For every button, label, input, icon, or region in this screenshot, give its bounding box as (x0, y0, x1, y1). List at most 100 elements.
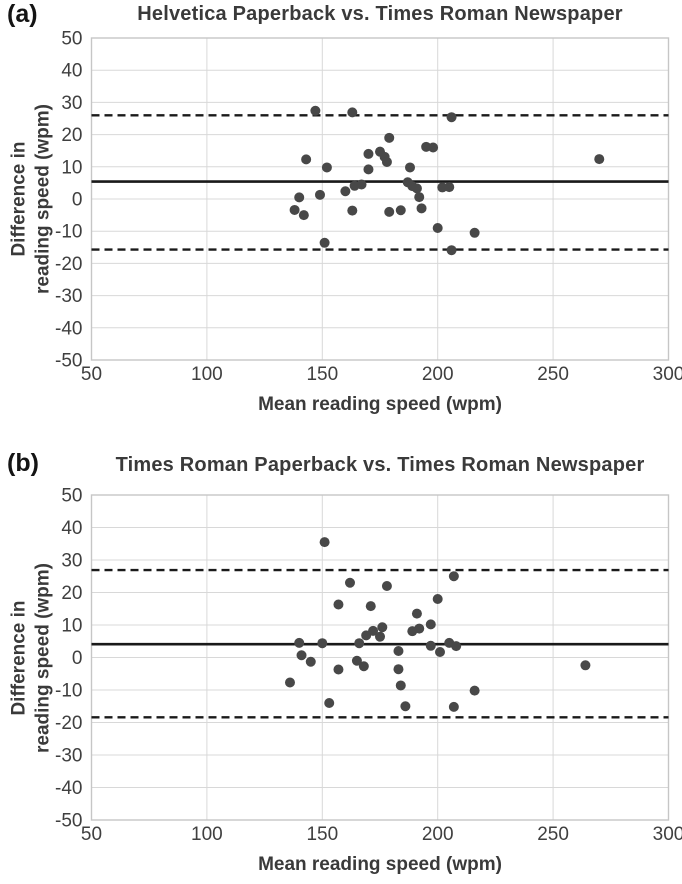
data-point (444, 182, 455, 193)
data-point (319, 537, 330, 548)
data-point (351, 655, 362, 666)
y-tick-label: -40 (55, 318, 82, 339)
y-tick-label: 30 (61, 551, 82, 572)
data-point (358, 661, 369, 672)
x-tick-label: 150 (306, 364, 338, 385)
x-tick-label: 100 (191, 824, 223, 845)
data-point (407, 626, 418, 637)
data-point (305, 656, 316, 667)
data-point (469, 227, 480, 238)
x-tick-label: 150 (306, 824, 338, 845)
chart-b-x-axis-title: Mean reading speed (wpm) (258, 854, 502, 875)
y-tick-label: -10 (55, 681, 82, 702)
data-point (289, 204, 300, 215)
data-point (344, 577, 355, 588)
data-point (375, 631, 385, 642)
data-point (393, 646, 404, 656)
data-point (294, 192, 305, 203)
data-point (448, 571, 459, 582)
data-point (349, 180, 360, 191)
data-point (381, 581, 392, 591)
data-point (333, 599, 344, 610)
x-tick-label: 100 (191, 364, 223, 385)
data-point (428, 142, 439, 153)
data-point (393, 664, 404, 675)
data-point (414, 192, 425, 203)
y-tick-label: -30 (55, 746, 82, 767)
y-tick-label: 40 (61, 61, 82, 82)
x-tick-label: 300 (653, 364, 682, 385)
data-point (451, 641, 462, 652)
data-point (469, 685, 480, 696)
y-tick-label: -20 (55, 254, 82, 275)
panel-a: (a) Helvetica Paperback vs. Times Roman … (7, 0, 682, 415)
data-point (425, 640, 436, 651)
panel-b-letter: (b) (7, 449, 39, 477)
x-tick-label: 50 (81, 364, 102, 385)
y-tick-label: -40 (55, 778, 82, 799)
data-point (580, 660, 591, 671)
data-point (381, 156, 392, 167)
data-point (365, 601, 376, 612)
y-tick-label: -30 (55, 286, 82, 307)
y-tick-label: 50 (61, 29, 82, 50)
data-point (405, 162, 416, 173)
x-tick-label: 50 (81, 824, 102, 845)
y-tick-label: -20 (55, 713, 82, 734)
data-point (395, 680, 406, 691)
plot-border (90, 37, 670, 361)
y-tick-label: 0 (72, 648, 83, 669)
data-point (384, 206, 395, 217)
x-tick-label: 200 (422, 824, 454, 845)
data-point (298, 210, 309, 221)
data-point (395, 205, 406, 216)
x-tick-label: 200 (422, 364, 454, 385)
data-point (446, 245, 457, 256)
chart-a-x-axis-title: Mean reading speed (wpm) (258, 394, 502, 415)
data-point (435, 646, 446, 657)
x-tick-label: 250 (537, 364, 569, 385)
data-point (432, 222, 443, 233)
data-point (321, 162, 332, 173)
plot-border (90, 494, 670, 821)
data-point (594, 154, 605, 165)
data-point (310, 105, 321, 116)
data-point (384, 132, 395, 143)
chart-a-title: Helvetica Paperback vs. Times Roman News… (137, 3, 623, 25)
data-point (432, 594, 443, 604)
y-tick-label: 20 (61, 583, 82, 604)
data-point (296, 650, 307, 661)
data-point (347, 107, 358, 118)
y-tick-label: 20 (61, 125, 82, 146)
y-tick-label: -10 (55, 222, 82, 243)
data-point (333, 664, 344, 675)
data-point (317, 638, 328, 649)
data-point (340, 186, 351, 197)
data-point (425, 619, 436, 630)
data-point (319, 237, 330, 248)
data-point (324, 698, 335, 708)
data-point (448, 701, 459, 712)
data-point (411, 608, 422, 619)
y-tick-label: -50 (55, 811, 82, 832)
data-point (416, 203, 427, 214)
panel-b: (b) Times Roman Paperback vs. Times Roma… (0, 442, 682, 884)
y-tick-label: 10 (61, 157, 82, 178)
data-point (284, 677, 295, 688)
data-point (377, 622, 388, 633)
chart-b-title: Times Roman Paperback vs. Times Roman Ne… (115, 454, 645, 476)
y-tick-label: 50 (61, 486, 82, 507)
panel-a-letter: (a) (7, 0, 38, 28)
data-point (354, 638, 365, 649)
data-point (400, 701, 411, 712)
data-point (363, 148, 374, 159)
data-point (301, 154, 312, 165)
data-point (361, 630, 372, 641)
y-tick-label: 30 (61, 93, 82, 114)
data-point (363, 164, 374, 175)
data-point (411, 183, 422, 194)
y-tick-label: -50 (55, 351, 82, 372)
